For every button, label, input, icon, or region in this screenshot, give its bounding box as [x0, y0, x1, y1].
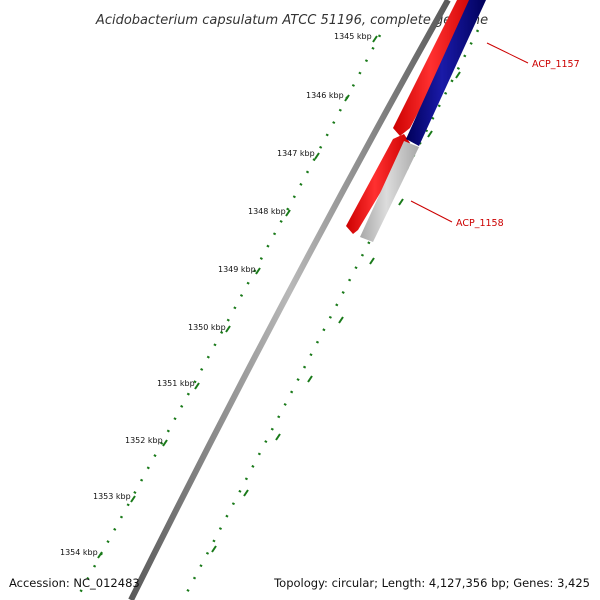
tick-label: 1345 kbp [334, 32, 372, 41]
genome-summary-text: Topology: circular; Length: 4,127,356 bp… [273, 576, 590, 590]
tick-mark [225, 325, 231, 333]
tick-label: 1354 kbp [60, 548, 98, 557]
tick-mark [211, 545, 217, 553]
tick-mark [338, 316, 344, 324]
tick-label: 1351 kbp [157, 379, 195, 388]
tick-label: 1352 kbp [125, 436, 163, 445]
tick-label: 1348 kbp [248, 207, 286, 216]
tick-label: 1353 kbp [93, 492, 131, 501]
gene-label-leader-acp-1158 [410, 200, 453, 223]
gene-acp-1157-reverse[interactable] [406, 0, 486, 146]
tick-mark [285, 209, 291, 217]
gene-label-acp-1158[interactable]: ACP_1158 [456, 218, 504, 229]
tick-mark [455, 71, 461, 79]
gene-label-acp-1157[interactable]: ACP_1157 [532, 59, 580, 70]
gene-acp-1158-reverse[interactable] [360, 141, 419, 242]
tick-mark [275, 433, 281, 441]
backbone-ring [128, 0, 451, 600]
tick-ring-inner [181, 29, 480, 600]
tick-mark [314, 152, 320, 160]
tick-label: 1350 kbp [188, 323, 226, 332]
map-title: Acidobacterium capsulatum ATCC 51196, co… [95, 13, 488, 28]
tick-mark [162, 439, 168, 447]
tick-mark [243, 489, 249, 497]
tick-mark [369, 257, 375, 265]
tick-mark [398, 198, 404, 206]
tick-mark [97, 551, 103, 559]
tick-mark [344, 94, 350, 102]
tick-ring-outer [74, 34, 382, 600]
tick-mark [427, 130, 433, 138]
gene-acp-1158-forward[interactable] [346, 134, 410, 234]
tick-mark [307, 375, 313, 383]
gene-label-leader-acp-1157 [486, 42, 529, 64]
tick-mark [130, 495, 136, 503]
tick-label: 1347 kbp [277, 149, 315, 158]
tick-mark [194, 382, 200, 390]
tick-mark [372, 35, 378, 43]
tick-label: 1346 kbp [306, 91, 344, 100]
accession-text: Accession: NC_012483 [9, 576, 140, 590]
tick-label: 1349 kbp [218, 265, 256, 274]
tick-mark [255, 267, 261, 275]
